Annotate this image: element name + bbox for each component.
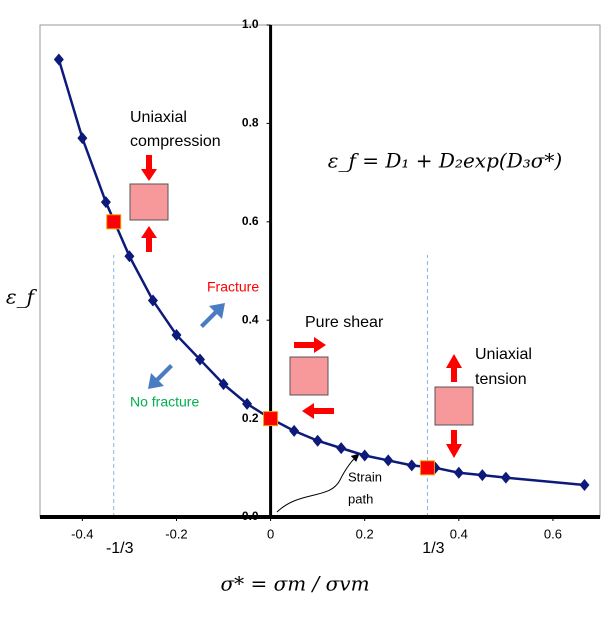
- diamond-marker: [500, 471, 511, 484]
- diamond-marker: [195, 353, 205, 366]
- y-tick-label: 0.4: [242, 312, 259, 326]
- annotation: Fracture: [207, 279, 259, 295]
- diamond-marker: [359, 449, 370, 462]
- annotation: Strain: [348, 469, 382, 484]
- x-tick-label: 0.4: [450, 526, 468, 541]
- y-axis-label: ε_f: [6, 285, 38, 309]
- annotation: compression: [130, 133, 221, 150]
- strain-path-arrow: [276, 453, 360, 513]
- y-tick-label: 0.0: [242, 509, 259, 523]
- y-tick-label: 0.8: [242, 116, 259, 130]
- x-tick-label: 0.2: [356, 526, 374, 541]
- diamond-marker: [579, 479, 590, 492]
- force-arrows: [141, 155, 462, 458]
- annotation: tension: [475, 371, 527, 388]
- x-tick-label: -0.2: [165, 526, 187, 541]
- key-point: [263, 411, 279, 427]
- y-tick-label: 1.0: [242, 17, 259, 31]
- y-tick-label: 0.2: [242, 411, 259, 425]
- key-point: [419, 460, 435, 476]
- diamond-marker: [289, 424, 300, 437]
- key-point: [106, 214, 122, 230]
- diamond-marker: [477, 469, 488, 482]
- stress-icons: [129, 183, 474, 426]
- x-tick-label: -0.4: [71, 526, 93, 541]
- diamond-marker: [147, 294, 158, 307]
- diamond-marker: [77, 132, 88, 145]
- annotation: Uniaxial: [475, 346, 532, 363]
- annotation: Pure shear: [305, 314, 384, 331]
- annotation: path: [348, 491, 373, 506]
- diamond-marker: [383, 454, 394, 467]
- diamond-marker: [171, 328, 182, 341]
- diamond-marker: [242, 397, 253, 410]
- y-tick-label: 0.6: [242, 214, 259, 228]
- diamond-marker: [124, 250, 135, 263]
- marker-label: -1/3: [106, 540, 134, 557]
- formula: ε_f = D₁ + D₂exp(D₃σ*): [328, 149, 562, 173]
- annotation: No fracture: [130, 394, 199, 410]
- annotation: Uniaxial: [130, 109, 187, 126]
- diamond-marker: [218, 378, 229, 391]
- x-tick-label: 0.6: [544, 526, 562, 541]
- diamond-marker: [312, 434, 323, 447]
- diamond-marker: [53, 53, 64, 66]
- diamond-marker: [453, 466, 464, 479]
- x-axis-label: σ* = σm / σvm: [220, 572, 369, 596]
- direction-arrows: [148, 303, 225, 389]
- diamond-marker: [100, 196, 111, 209]
- x-tick-label: 0: [267, 526, 274, 541]
- diamond-marker: [406, 459, 417, 472]
- diamond-marker: [336, 442, 347, 455]
- marker-label: 1/3: [422, 540, 444, 557]
